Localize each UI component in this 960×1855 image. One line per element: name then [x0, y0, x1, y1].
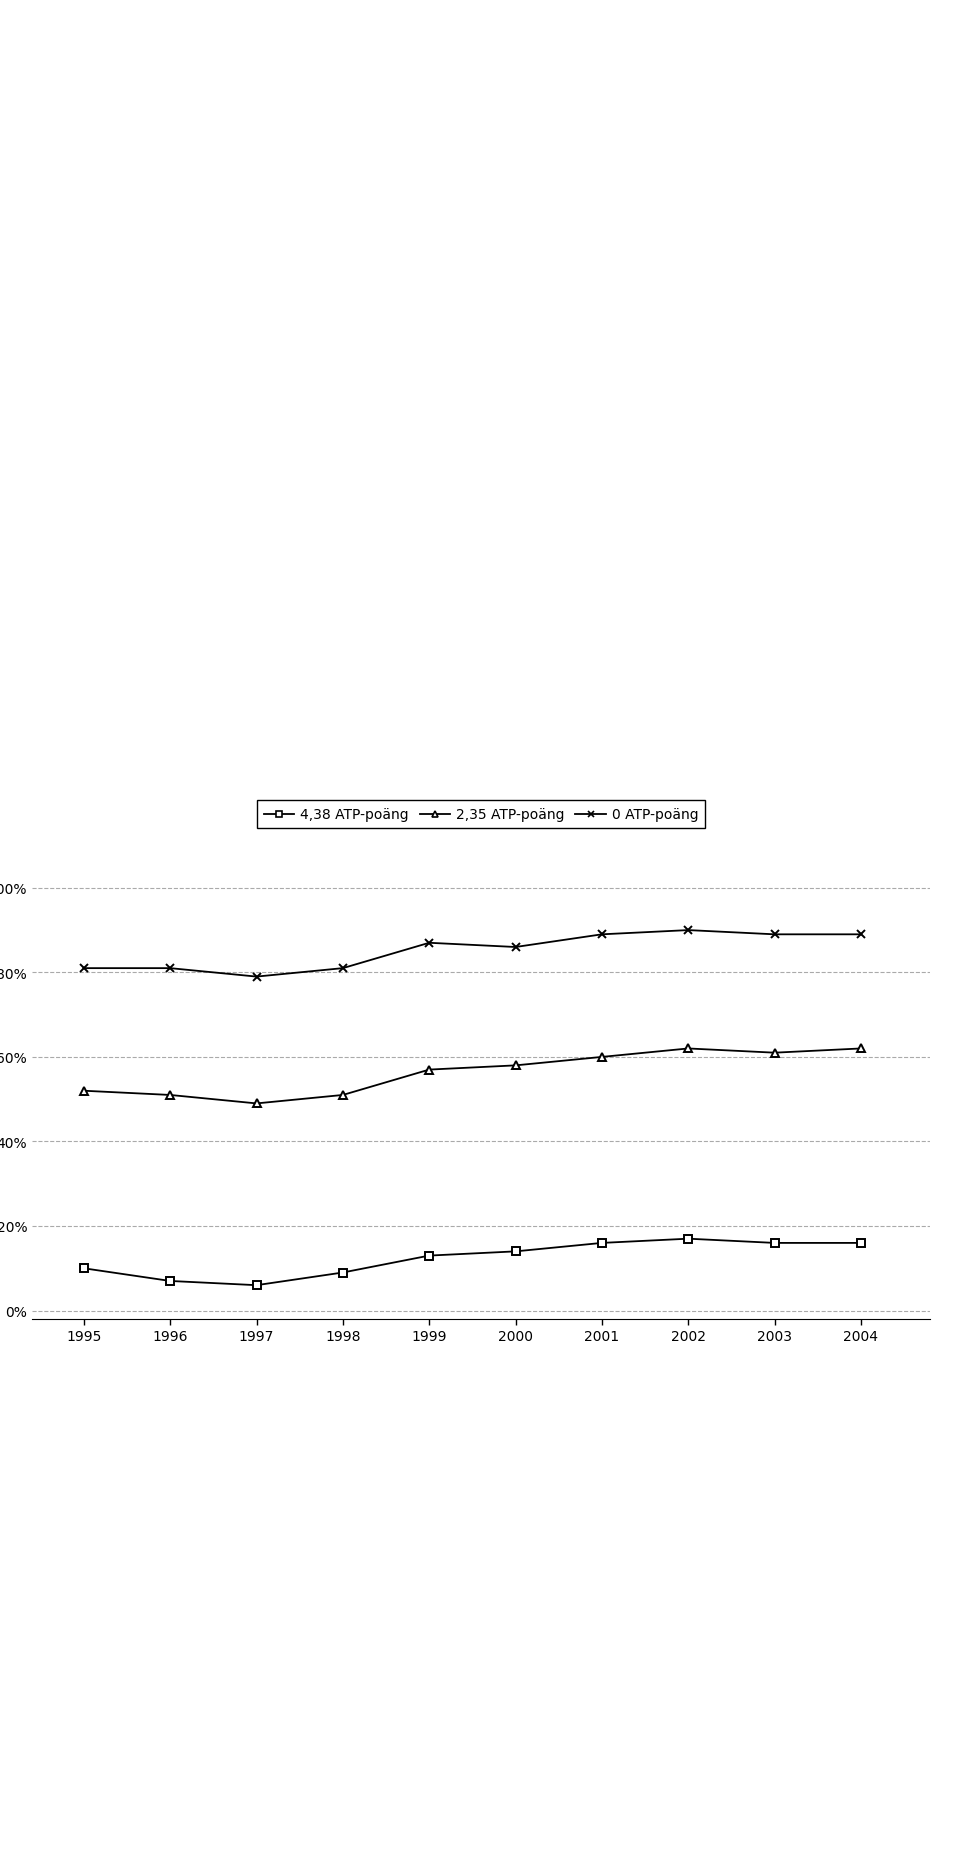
0 ATP-poäng	[510, 937, 521, 959]
4,38 ATP-poäng	[510, 1241, 521, 1263]
Legend: 4,38 ATP-poäng, 2,35 ATP-poäng, 0 ATP-poäng: 4,38 ATP-poäng, 2,35 ATP-poäng, 0 ATP-po…	[257, 801, 705, 829]
0 ATP-poäng	[337, 957, 348, 979]
2,35 ATP-poäng	[251, 1093, 262, 1115]
4,38 ATP-poäng	[337, 1261, 348, 1284]
0 ATP-poäng	[164, 957, 176, 979]
2,35 ATP-poäng	[596, 1046, 608, 1068]
0 ATP-poäng	[855, 924, 867, 946]
0 ATP-poäng	[683, 920, 694, 942]
4,38 ATP-poäng	[596, 1232, 608, 1254]
2,35 ATP-poäng	[164, 1083, 176, 1106]
Line: 4,38 ATP-poäng: 4,38 ATP-poäng	[80, 1235, 865, 1289]
2,35 ATP-poäng	[423, 1059, 435, 1081]
2,35 ATP-poäng	[78, 1080, 89, 1102]
4,38 ATP-poäng	[855, 1232, 867, 1254]
2,35 ATP-poäng	[337, 1083, 348, 1106]
0 ATP-poäng	[596, 924, 608, 946]
4,38 ATP-poäng	[78, 1258, 89, 1280]
4,38 ATP-poäng	[251, 1274, 262, 1297]
Line: 2,35 ATP-poäng: 2,35 ATP-poäng	[80, 1044, 865, 1107]
2,35 ATP-poäng	[683, 1037, 694, 1059]
0 ATP-poäng	[251, 966, 262, 989]
4,38 ATP-poäng	[423, 1245, 435, 1267]
0 ATP-poäng	[78, 957, 89, 979]
Line: 0 ATP-poäng: 0 ATP-poäng	[80, 926, 865, 981]
0 ATP-poäng	[423, 931, 435, 953]
4,38 ATP-poäng	[769, 1232, 780, 1254]
4,38 ATP-poäng	[164, 1271, 176, 1293]
2,35 ATP-poäng	[769, 1043, 780, 1065]
4,38 ATP-poäng	[683, 1228, 694, 1250]
2,35 ATP-poäng	[855, 1037, 867, 1059]
2,35 ATP-poäng	[510, 1055, 521, 1078]
0 ATP-poäng	[769, 924, 780, 946]
